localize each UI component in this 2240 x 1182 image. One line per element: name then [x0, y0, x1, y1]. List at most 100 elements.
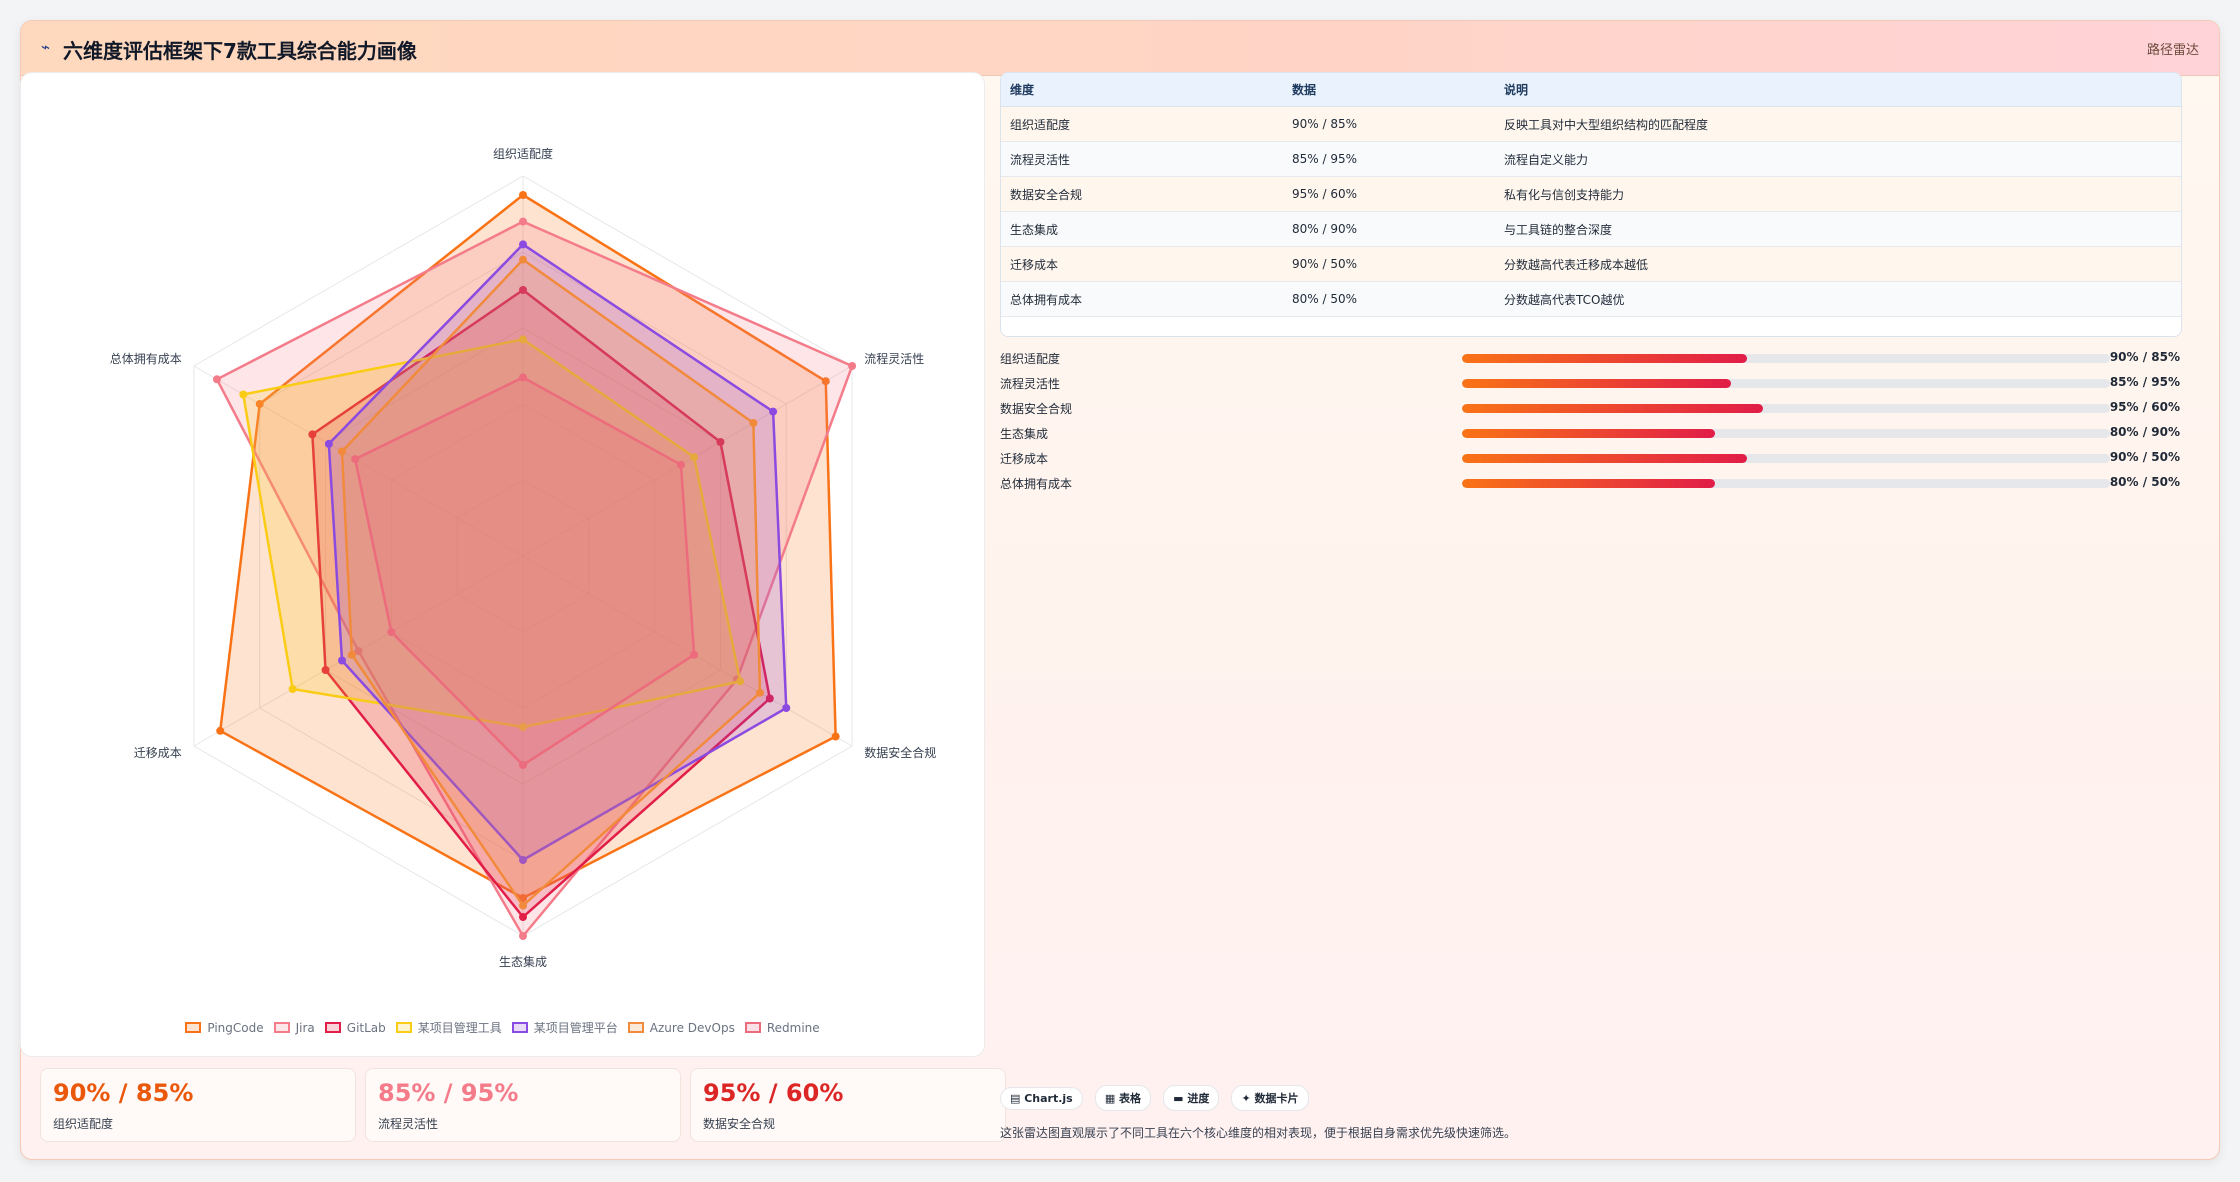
data-point: [519, 856, 527, 864]
progress-value: 90% / 50%: [2109, 450, 2180, 464]
stat-card: 95% / 60% 数据安全合规: [690, 1068, 1006, 1142]
table-cell: 总体拥有成本: [1001, 281, 1283, 317]
page-title: 六维度评估框架下7款工具综合能力画像: [63, 39, 417, 63]
progress-fill: [1462, 454, 1748, 463]
data-point: [765, 694, 774, 703]
radar-logo-icon: ⌁: [41, 38, 51, 56]
legend-swatch: [273, 1022, 290, 1033]
chip-chartjs[interactable]: ▤ Chart.js: [1000, 1087, 1083, 1110]
legend-label: Redmine: [766, 1021, 820, 1035]
axis-label: 总体拥有成本: [110, 352, 182, 366]
data-point: [519, 335, 527, 344]
legend-swatch: [627, 1022, 644, 1033]
axis-label: 流程灵活性: [864, 351, 924, 366]
stat-card: 90% / 85% 组织适配度: [40, 1068, 356, 1142]
axis-label: 迁移成本: [134, 746, 182, 760]
data-point: [212, 375, 221, 384]
legend-item[interactable]: GitLab: [324, 1021, 386, 1035]
data-point: [519, 901, 527, 910]
data-point: [387, 628, 396, 636]
table-cell: 80% / 90%: [1283, 211, 1495, 247]
legend-item[interactable]: Azure DevOps: [627, 1021, 735, 1035]
legend-item[interactable]: Jira: [273, 1021, 315, 1035]
legend-swatch: [511, 1022, 528, 1033]
table-row: 数据安全合规 95% / 60% 私有化与信创支持能力: [1001, 176, 2181, 212]
stat-value: 95% / 60%: [703, 1079, 844, 1107]
data-point: [519, 286, 527, 294]
legend-item[interactable]: 某项目管理工具: [395, 1019, 502, 1036]
legend-label: 某项目管理平台: [533, 1021, 618, 1035]
chart-legend: PingCode Jira GitLab 某项目管理工具 某项目管理平台 Azure De…: [21, 1019, 984, 1036]
data-point: [239, 390, 248, 399]
data-point: [848, 362, 857, 370]
data-point: [519, 932, 527, 940]
data-point: [749, 419, 758, 427]
legend-label: GitLab: [346, 1021, 386, 1035]
progress-track: [1462, 479, 2110, 488]
legend-label: Jira: [295, 1021, 315, 1035]
legend-label: 某项目管理工具: [417, 1021, 502, 1035]
table-row: 流程灵活性 85% / 95% 流程自定义能力: [1001, 141, 2181, 177]
data-point: [690, 453, 699, 462]
progress-value: 85% / 95%: [2109, 375, 2180, 389]
legend-label: PingCode: [207, 1021, 264, 1035]
data-point: [782, 704, 791, 712]
chart-description: 这张雷达图直观展示了不同工具在六个核心维度的相对表现，便于根据自身需求优先级快速…: [1000, 1126, 1517, 1140]
legend-item[interactable]: Redmine: [744, 1021, 820, 1035]
table-cell: 与工具链的整合深度: [1495, 211, 2181, 247]
progress-value: 90% / 85%: [2109, 350, 2180, 364]
data-point: [288, 685, 297, 693]
progress-row: 迁移成本 90% / 50%: [1000, 446, 2180, 471]
data-point: [519, 723, 527, 731]
table-cell: 数据安全合规: [1001, 176, 1283, 212]
stat-label: 流程灵活性: [378, 1117, 439, 1131]
progress-label: 组织适配度: [1000, 352, 1061, 366]
data-point: [755, 688, 764, 697]
card-header: ⌁ 六维度评估框架下7款工具综合能力画像 路径雷达: [21, 21, 2219, 76]
data-point: [255, 400, 264, 408]
table-cell: 分数越高代表TCO越优: [1495, 281, 2181, 317]
data-point: [519, 761, 527, 769]
stat-value: 90% / 85%: [53, 1079, 194, 1107]
table-cell: 流程自定义能力: [1495, 141, 2181, 177]
data-point: [354, 647, 363, 655]
chip-data-cards[interactable]: ✦ 数据卡片: [1231, 1085, 1309, 1111]
data-point: [769, 407, 778, 416]
table-cell: 80% / 50%: [1283, 281, 1495, 317]
progress-label: 迁移成本: [1000, 452, 1049, 466]
table-cell: 95% / 60%: [1283, 176, 1495, 212]
table-cell: 85% / 95%: [1283, 141, 1495, 177]
legend-swatch: [324, 1022, 341, 1033]
chip-table[interactable]: ▦ 表格: [1094, 1085, 1152, 1111]
progress-track: [1462, 404, 2110, 413]
progress-value: 95% / 60%: [2109, 400, 2180, 414]
table-header-row: 维度 数据 说明: [1001, 73, 2181, 107]
legend-swatch: [744, 1022, 761, 1033]
chip-progress[interactable]: ▬ 进度: [1163, 1085, 1220, 1111]
tech-chips: ▤ Chart.js ▦ 表格 ▬ 进度 ✦ 数据卡片: [1000, 1085, 1316, 1111]
data-point: [716, 438, 725, 446]
progress-fill: [1462, 354, 1748, 363]
data-point: [324, 439, 333, 448]
data-point: [821, 377, 830, 386]
radar-chart-panel: 组织适配度 流程灵活性 数据安全合规 生态集成 迁移成本 总体拥有成本 PingCode J…: [20, 72, 985, 1057]
data-point: [519, 240, 527, 249]
legend-item[interactable]: PingCode: [185, 1021, 264, 1035]
progress-fill: [1462, 379, 1731, 388]
progress-row: 总体拥有成本 80% / 50%: [1000, 471, 2180, 496]
table-cell: 反映工具对中大型组织结构的匹配程度: [1495, 106, 2181, 142]
legend-item[interactable]: 某项目管理平台: [511, 1019, 618, 1036]
progress-fill: [1462, 479, 1715, 488]
data-point: [308, 430, 317, 439]
stat-label: 组织适配度: [53, 1117, 114, 1131]
table-cell: 私有化与信创支持能力: [1495, 176, 2181, 212]
legend-label: Azure DevOps: [649, 1021, 735, 1035]
progress-value: 80% / 50%: [2109, 475, 2180, 489]
progress-row: 生态集成 80% / 90%: [1000, 421, 2180, 446]
stat-card: 85% / 95% 流程灵活性: [365, 1068, 681, 1142]
data-point: [831, 732, 840, 741]
progress-label: 总体拥有成本: [1000, 477, 1073, 491]
data-point: [519, 255, 527, 264]
stat-value: 85% / 95%: [378, 1079, 519, 1107]
table-cell: 90% / 50%: [1283, 246, 1495, 282]
